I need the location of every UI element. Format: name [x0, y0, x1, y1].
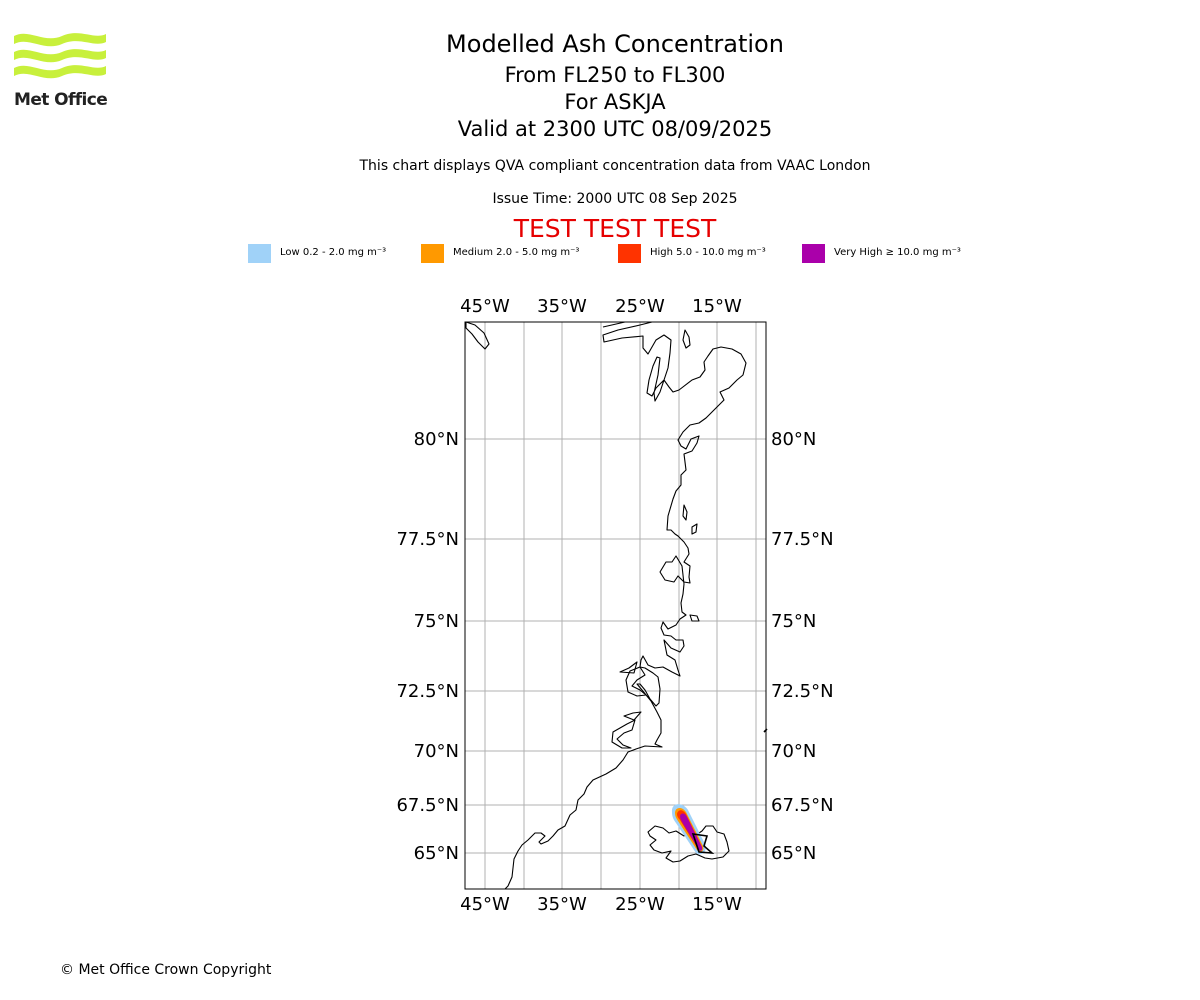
lon-label-top: 45°W [460, 296, 510, 317]
lon-label-bottom: 15°W [692, 894, 742, 915]
greenland-nw-island [465, 321, 490, 350]
greenland-coastline [504, 321, 747, 890]
latitude-labels-left: 80°N 77.5°N 75°N 72.5°N 70°N 67.5°N 65°N [396, 429, 459, 864]
lat-label-right: 80°N [771, 429, 816, 450]
coastal-island-4 [689, 614, 700, 622]
coastal-island-1 [682, 329, 691, 349]
greenland-inner-fjord-2 [625, 666, 647, 697]
lat-label-left: 80°N [414, 429, 459, 450]
test-banner: TEST TEST TEST [513, 214, 717, 243]
lat-label-left: 77.5°N [396, 529, 459, 550]
longitude-labels-top: 45°W 35°W 25°W 15°W [460, 296, 742, 317]
coastal-island-2 [682, 504, 688, 521]
greenland-inner-fjord-3 [619, 661, 638, 674]
coastal-island-3 [691, 523, 698, 535]
legend-label-low: Low 0.2 - 2.0 mg m⁻³ [280, 247, 387, 258]
lat-label-right: 77.5°N [771, 529, 834, 550]
longitude-labels-bottom: 45°W 35°W 25°W 15°W [460, 894, 742, 915]
lat-label-left: 72.5°N [396, 681, 459, 702]
legend-swatch-high [618, 244, 641, 263]
lat-label-right: 70°N [771, 741, 816, 762]
iceland-coastline [647, 825, 730, 863]
legend-swatch-low [248, 244, 271, 263]
volcano-name: For ASKJA [564, 90, 666, 114]
lon-label-bottom: 45°W [460, 894, 510, 915]
lon-label-top: 25°W [615, 296, 665, 317]
lon-label-bottom: 25°W [615, 894, 665, 915]
ash-plume-boundary [691, 833, 715, 854]
met-office-waves-icon [14, 33, 106, 79]
lat-label-left: 65°N [414, 843, 459, 864]
legend-swatch-very-high [802, 244, 825, 263]
copyright-notice: © Met Office Crown Copyright [60, 962, 272, 978]
chart-title: Modelled Ash Concentration [446, 30, 784, 58]
lat-label-left: 67.5°N [396, 795, 459, 816]
ash-plume-very-high [680, 813, 703, 851]
lat-label-right: 67.5°N [771, 795, 834, 816]
lon-label-bottom: 35°W [537, 894, 587, 915]
lon-label-top: 15°W [692, 296, 742, 317]
map-frame [464, 321, 767, 890]
lat-label-right: 65°N [771, 843, 816, 864]
legend-swatch-medium [421, 244, 444, 263]
latitude-labels-right: 80°N 77.5°N 75°N 72.5°N 70°N 67.5°N 65°N [771, 429, 834, 864]
ash-plume [671, 804, 715, 855]
lat-label-right: 72.5°N [771, 681, 834, 702]
greenland-inner-fjord-1 [611, 719, 636, 749]
legend-label-high: High 5.0 - 10.0 mg m⁻³ [650, 247, 766, 258]
greenland-inner-fjord-4 [623, 711, 642, 721]
legend-label-medium: Medium 2.0 - 5.0 mg m⁻³ [453, 247, 580, 258]
issue-time: Issue Time: 2000 UTC 08 Sep 2025 [492, 191, 738, 207]
met-office-logo: Met Office [14, 30, 109, 112]
lat-label-left: 75°N [414, 611, 459, 632]
compliance-note: This chart displays QVA compliant concen… [359, 158, 871, 174]
lon-label-top: 35°W [537, 296, 587, 317]
legend-label-very-high: Very High ≥ 10.0 mg m⁻³ [834, 247, 961, 258]
map-gridlines [465, 322, 766, 889]
lat-label-right: 75°N [771, 611, 816, 632]
flight-level-range: From FL250 to FL300 [504, 63, 726, 87]
lat-label-left: 70°N [414, 741, 459, 762]
coastlines [465, 321, 768, 890]
valid-time: Valid at 2300 UTC 08/09/2025 [457, 117, 773, 141]
met-office-logo-text: Met Office [14, 90, 108, 110]
